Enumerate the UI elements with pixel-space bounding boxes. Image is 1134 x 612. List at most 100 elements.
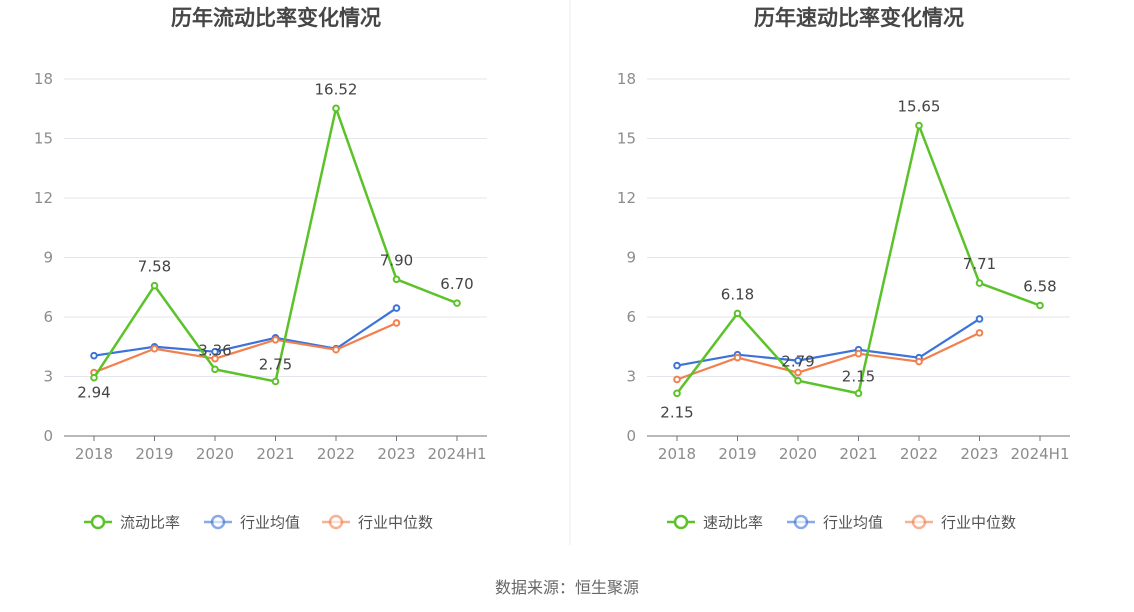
x-tick-label: 2024H1 <box>1011 445 1070 463</box>
series-line <box>93 307 398 357</box>
y-tick-label: 9 <box>43 249 53 267</box>
x-tick-label: 2020 <box>779 445 817 463</box>
data-point <box>915 121 923 130</box>
legend-item: 行业中位数 <box>322 514 433 532</box>
y-tick-label: 18 <box>617 70 636 88</box>
legend-label: 速动比率 <box>703 514 763 532</box>
data-label: 7.58 <box>138 258 171 276</box>
legend-swatch-marker <box>210 514 226 530</box>
current-ratio-chart: 历年流动比率变化情况 0 3 6 9 12 15 18 2018 2019 2020 2021 2022… <box>34 6 487 532</box>
data-point <box>392 304 401 312</box>
legend-label: 行业均值 <box>240 514 300 532</box>
y-tick-label: 6 <box>626 308 636 326</box>
legend-item: 行业中位数 <box>905 514 1016 532</box>
data-label: 2.79 <box>781 353 814 371</box>
data-point <box>90 373 98 382</box>
chart-title: 历年流动比率变化情况 <box>171 6 381 30</box>
data-label: 3.36 <box>198 341 231 359</box>
y-tick-label: 0 <box>43 427 53 445</box>
series-line <box>93 321 397 374</box>
data-point <box>332 345 340 354</box>
legend-label: 流动比率 <box>120 514 180 532</box>
data-point <box>211 354 219 363</box>
legend-item: 行业均值 <box>204 514 300 532</box>
data-label: 2.94 <box>77 384 110 402</box>
data-point <box>271 377 280 386</box>
x-tick-label: 2019 <box>718 445 756 463</box>
data-point <box>794 368 802 377</box>
chart-title: 历年速动比率变化情况 <box>754 6 964 30</box>
data-point <box>794 356 802 365</box>
data-point <box>271 336 280 344</box>
legend-swatch-marker <box>328 514 344 530</box>
legend-swatch-marker <box>90 514 106 530</box>
y-tick-label: 3 <box>43 368 53 386</box>
data-point <box>211 365 219 374</box>
x-tick-label: 2021 <box>256 445 294 463</box>
data-label: 7.90 <box>380 251 413 269</box>
data-label: 16.52 <box>315 80 358 98</box>
data-point <box>975 329 984 337</box>
data-point <box>150 344 159 353</box>
data-point <box>673 361 681 370</box>
legend-label: 行业中位数 <box>358 514 433 532</box>
y-tick-label: 15 <box>617 130 636 148</box>
x-tick-label: 2018 <box>658 445 696 463</box>
y-tick-label: 9 <box>626 249 636 267</box>
data-point <box>915 357 923 366</box>
data-point <box>673 389 681 398</box>
legend-swatch-marker <box>673 514 689 530</box>
data-point <box>211 347 219 356</box>
data-point <box>733 309 742 318</box>
y-tick-label: 15 <box>34 130 53 148</box>
x-tick-label: 2023 <box>960 445 998 463</box>
data-point <box>975 315 984 323</box>
x-tick-label: 2022 <box>900 445 938 463</box>
data-point <box>975 279 984 287</box>
data-label: 6.70 <box>440 275 473 293</box>
data-point <box>794 376 802 385</box>
series-line <box>676 331 980 381</box>
data-label: 7.71 <box>963 255 996 273</box>
data-label: 6.18 <box>721 285 754 303</box>
data-point <box>150 281 159 290</box>
data-label: 2.75 <box>259 355 292 373</box>
x-tick-label: 2023 <box>377 445 415 463</box>
x-tick-label: 2020 <box>196 445 234 463</box>
data-label: 2.15 <box>660 403 693 421</box>
series-line <box>676 318 981 367</box>
data-label: 6.58 <box>1023 277 1056 295</box>
y-tick-label: 3 <box>626 368 636 386</box>
x-tick-label: 2024H1 <box>428 445 487 463</box>
data-point <box>673 375 681 384</box>
y-tick-label: 12 <box>617 189 636 207</box>
data-point <box>392 319 401 327</box>
data-point <box>90 351 98 360</box>
legend-swatch-marker <box>793 514 809 530</box>
legend-swatch-marker <box>911 514 927 530</box>
x-tick-label: 2021 <box>839 445 877 463</box>
data-point <box>392 275 401 284</box>
x-tick-label: 2022 <box>317 445 355 463</box>
y-tick-label: 6 <box>43 308 53 326</box>
data-point <box>453 299 461 307</box>
y-tick-label: 12 <box>34 189 53 207</box>
legend-item: 行业均值 <box>787 514 883 532</box>
y-tick-label: 18 <box>34 70 53 88</box>
data-source-note: 数据来源：恒生聚源 <box>494 578 639 597</box>
quick-ratio-chart: 历年速动比率变化情况 0 3 6 9 12 15 18 2018 2019 2020 2021 2022… <box>617 6 1070 532</box>
data-point <box>332 104 340 113</box>
data-label: 15.65 <box>898 98 941 116</box>
data-point <box>854 389 863 398</box>
legend-item: 速动比率 <box>667 514 763 532</box>
legend-label: 行业均值 <box>823 514 883 532</box>
legend-label: 行业中位数 <box>941 514 1016 532</box>
data-point <box>1036 301 1044 310</box>
data-point <box>733 353 742 362</box>
data-point <box>854 349 863 358</box>
x-tick-label: 2019 <box>135 445 173 463</box>
legend-item: 流动比率 <box>84 514 180 532</box>
y-tick-label: 0 <box>626 427 636 445</box>
x-tick-label: 2018 <box>75 445 113 463</box>
